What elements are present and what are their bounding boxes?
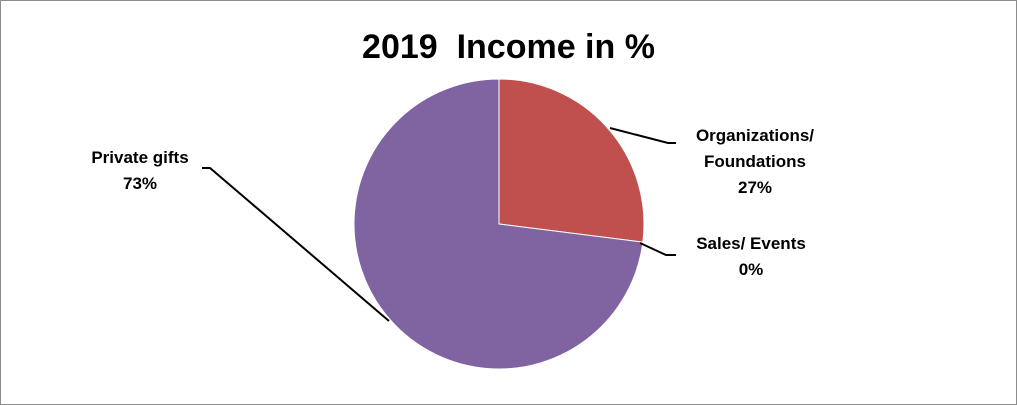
- data-label: Organizations/Foundations 27%: [696, 126, 814, 197]
- leader-line: [639, 242, 676, 256]
- data-label-value: 27%: [738, 178, 772, 197]
- data-label-value: 73%: [123, 174, 157, 193]
- leader-line: [202, 167, 390, 322]
- data-label: Sales/ Events 0%: [696, 234, 806, 279]
- data-label-name: Sales/ Events: [696, 234, 806, 253]
- pie-slice: [498, 78, 645, 243]
- leader-line: [609, 127, 676, 144]
- data-label: Private gifts 73%: [91, 148, 188, 193]
- chart-title: 2019 Income in %: [362, 28, 655, 66]
- data-label-name: Foundations: [704, 152, 806, 171]
- data-label-name: Organizations/: [696, 126, 814, 145]
- data-label-value: 0%: [739, 260, 764, 279]
- pie-slice: [353, 78, 644, 370]
- data-label-name: Private gifts: [91, 148, 188, 167]
